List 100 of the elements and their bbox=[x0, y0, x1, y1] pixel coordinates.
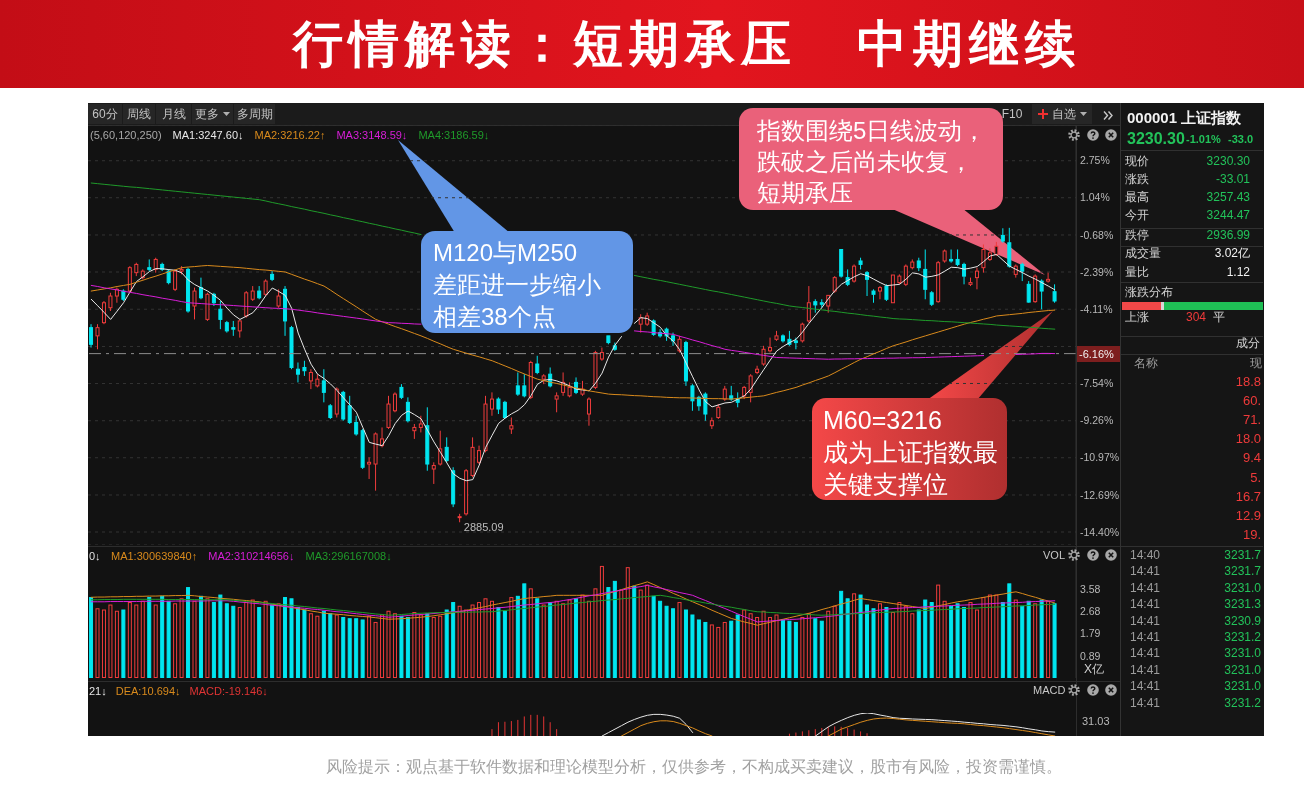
bar bbox=[1000, 602, 1005, 678]
bar bbox=[832, 605, 837, 678]
bar bbox=[722, 621, 727, 678]
text: MA1:300639840↑ bbox=[111, 549, 198, 563]
bar bbox=[192, 600, 197, 678]
bar bbox=[748, 613, 753, 678]
text: MA2:310214656↓ bbox=[208, 549, 295, 563]
candlestick bbox=[974, 267, 979, 290]
text: 5. bbox=[1250, 469, 1261, 485]
text: 现价 bbox=[1125, 154, 1149, 169]
bar bbox=[703, 621, 708, 678]
bar bbox=[561, 603, 566, 678]
bar bbox=[690, 614, 695, 678]
bar bbox=[276, 603, 281, 678]
bar bbox=[858, 594, 863, 678]
bar bbox=[451, 602, 456, 678]
text: DEA:10.694↓ bbox=[115, 684, 181, 698]
bar bbox=[974, 609, 979, 678]
text: MA3:296167008↓ bbox=[305, 549, 392, 563]
candlestick bbox=[464, 468, 469, 517]
candlestick bbox=[431, 461, 436, 485]
candlestick bbox=[780, 333, 785, 344]
annotation: 差距进一步缩小 bbox=[433, 271, 601, 299]
text: 3.02亿 bbox=[1214, 246, 1250, 261]
bar bbox=[593, 588, 598, 678]
candlestick bbox=[586, 396, 591, 427]
bar bbox=[380, 614, 385, 678]
text: 上涨 bbox=[1125, 310, 1149, 325]
text: 3231.0 bbox=[1224, 580, 1261, 596]
annotation: 跌破之后尚未收复， bbox=[757, 147, 973, 176]
bar bbox=[211, 602, 216, 678]
bar bbox=[806, 613, 811, 678]
bar bbox=[548, 602, 553, 678]
y-tick-label: -10.97% bbox=[1080, 451, 1120, 464]
bar bbox=[140, 600, 145, 678]
bar bbox=[968, 602, 973, 678]
bar bbox=[606, 587, 611, 678]
legend-title: (5,60,120,250) bbox=[90, 128, 162, 142]
bar bbox=[263, 600, 268, 678]
text: -33.0 bbox=[1228, 132, 1254, 146]
bar bbox=[160, 595, 165, 678]
bar bbox=[237, 607, 242, 678]
bar bbox=[367, 615, 372, 678]
bar bbox=[321, 610, 326, 678]
text: 14:41 bbox=[1130, 597, 1161, 613]
text: 3244.47 bbox=[1206, 208, 1250, 223]
bar bbox=[270, 604, 275, 678]
bar bbox=[470, 604, 475, 678]
text: 14:41 bbox=[1130, 646, 1161, 662]
annotation: 成为上证指数最 bbox=[823, 437, 998, 467]
y-tick-label: -14.40% bbox=[1080, 525, 1120, 538]
bar bbox=[418, 614, 423, 678]
candlestick bbox=[1046, 272, 1051, 284]
bar bbox=[709, 624, 714, 678]
bar bbox=[819, 620, 824, 678]
bar bbox=[871, 608, 876, 678]
bar bbox=[101, 609, 106, 678]
candlestick bbox=[554, 391, 559, 413]
y-tick-label: -2.39% bbox=[1080, 265, 1114, 278]
bar bbox=[302, 609, 307, 678]
text: 14:40 bbox=[1130, 548, 1161, 563]
bar bbox=[780, 619, 785, 678]
bar bbox=[619, 589, 624, 678]
text: 18.8 bbox=[1235, 373, 1261, 390]
bar bbox=[173, 603, 178, 678]
text: 3231.2 bbox=[1224, 695, 1261, 711]
y-tick-label: 1.79 bbox=[1080, 627, 1101, 640]
candlestick bbox=[186, 267, 191, 314]
text: 3231.2 bbox=[1224, 630, 1261, 645]
bar bbox=[386, 610, 391, 678]
bar bbox=[457, 605, 462, 678]
y-tick-label: 2.75% bbox=[1080, 154, 1110, 167]
annotation: 指数围绕5日线波动， bbox=[757, 116, 987, 145]
y-tick-label: 0.89 bbox=[1080, 649, 1101, 662]
text: 3230.30 bbox=[1127, 129, 1185, 149]
bar bbox=[392, 613, 397, 678]
bar bbox=[1033, 603, 1038, 678]
toolbar-button: 周线 bbox=[123, 104, 155, 124]
candlestick bbox=[923, 248, 928, 300]
text: 14:41 bbox=[1130, 679, 1161, 695]
bar bbox=[942, 600, 947, 678]
text: 60. bbox=[1242, 392, 1261, 409]
y-axis-title: X亿 bbox=[1084, 662, 1105, 677]
bar bbox=[218, 594, 223, 678]
y-tick-label: -7.54% bbox=[1080, 377, 1114, 390]
bar bbox=[515, 595, 520, 678]
bar bbox=[1007, 583, 1012, 678]
text: 3231.0 bbox=[1224, 679, 1261, 695]
toolbar-button: 自选 bbox=[1032, 104, 1092, 124]
bar bbox=[981, 597, 986, 678]
bar bbox=[502, 610, 507, 678]
line-series bbox=[90, 594, 1056, 616]
text: 1.12 bbox=[1226, 265, 1250, 280]
bar bbox=[250, 599, 255, 678]
bar bbox=[1026, 600, 1031, 678]
candlestick bbox=[755, 365, 760, 375]
bar bbox=[315, 615, 320, 678]
y-tick-label: 3.58 bbox=[1080, 582, 1101, 595]
bar bbox=[586, 600, 591, 678]
text: 16.7 bbox=[1235, 488, 1261, 505]
